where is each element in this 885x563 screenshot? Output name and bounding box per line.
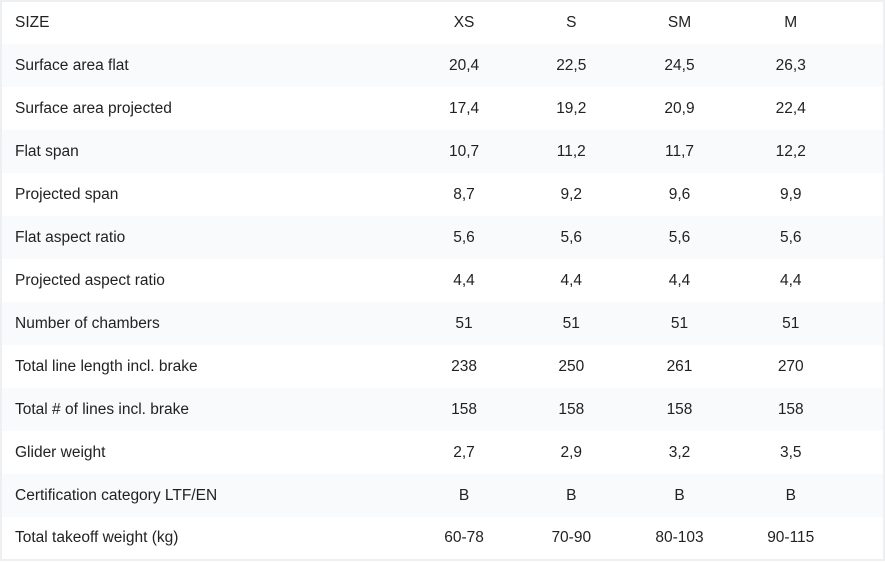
value-cell: 24,5 <box>664 56 695 74</box>
header-col-xs: XS <box>453 14 475 31</box>
row-label: Glider weight <box>15 443 106 461</box>
value-cell: 158 <box>666 400 693 418</box>
row-label: Surface area flat <box>15 56 129 74</box>
row-spacer <box>847 216 884 259</box>
value-cell: 158 <box>558 400 585 418</box>
value-cell: 9,9 <box>779 185 802 203</box>
value-cell: 80-103 <box>655 529 704 546</box>
row-spacer <box>847 474 884 517</box>
row-label: Flat span <box>15 142 79 160</box>
row-label: Projected span <box>15 185 119 203</box>
row-spacer <box>847 388 884 431</box>
value-cell: 9,2 <box>560 185 583 203</box>
table-row: Flat span 10,7 11,2 11,7 12,2 <box>1 130 884 173</box>
value-cell: 51 <box>670 314 689 332</box>
value-cell: 4,4 <box>560 271 583 289</box>
value-cell: 90-115 <box>767 529 815 546</box>
value-cell: 11,7 <box>664 142 695 160</box>
value-cell: 270 <box>777 357 804 375</box>
table-row: Total takeoff weight (kg) 60-78 70-90 80… <box>1 517 884 560</box>
header-spacer <box>847 1 884 44</box>
row-label: Total takeoff weight (kg) <box>15 529 179 546</box>
row-spacer <box>847 345 884 388</box>
table-row: Surface area projected 17,4 19,2 20,9 22… <box>1 87 884 130</box>
row-spacer <box>847 173 884 216</box>
value-cell: 60-78 <box>444 529 484 546</box>
row-label: Flat aspect ratio <box>15 228 126 246</box>
header-col-sm: SM <box>667 14 692 31</box>
value-cell: 8,7 <box>453 185 475 203</box>
value-cell: 3,2 <box>668 443 691 461</box>
table-row: Projected span 8,7 9,2 9,6 9,9 <box>1 173 884 216</box>
value-cell: 238 <box>451 357 477 375</box>
value-cell: 70-90 <box>551 529 592 546</box>
value-cell: 2,7 <box>453 443 475 461</box>
value-cell: 5,6 <box>560 228 583 246</box>
value-cell: B <box>458 486 470 504</box>
value-cell: 22,5 <box>556 56 587 74</box>
header-col-m: M <box>784 14 798 31</box>
value-cell: 2,9 <box>560 443 583 461</box>
row-label: Total line length incl. brake <box>15 357 198 375</box>
table-row: Total line length incl. brake 238 250 26… <box>1 345 884 388</box>
value-cell: 5,6 <box>668 228 691 246</box>
value-cell: 3,5 <box>779 443 802 461</box>
value-cell: 20,4 <box>448 56 480 74</box>
value-cell: 51 <box>562 314 580 332</box>
value-cell: 9,6 <box>668 185 691 203</box>
row-spacer <box>847 431 884 474</box>
table-row: Number of chambers 51 51 51 51 <box>1 302 884 345</box>
row-label: Projected aspect ratio <box>15 271 165 289</box>
value-cell: 11,2 <box>556 142 586 160</box>
value-cell: 261 <box>666 357 693 375</box>
value-cell: 51 <box>782 314 800 332</box>
table-row: Flat aspect ratio 5,6 5,6 5,6 5,6 <box>1 216 884 259</box>
value-cell: B <box>674 486 685 504</box>
value-cell: 17,4 <box>448 99 480 117</box>
header-size-label: SIZE <box>15 14 50 31</box>
value-cell: 4,4 <box>668 271 691 289</box>
value-cell: 19,2 <box>556 99 587 117</box>
value-cell: B <box>566 486 577 504</box>
spec-table-header: SIZE XS S SM M <box>1 1 884 44</box>
row-spacer <box>847 259 884 302</box>
header-row: SIZE XS S SM M <box>1 1 884 44</box>
table-row: Glider weight 2,7 2,9 3,2 3,5 <box>1 431 884 474</box>
row-label: Number of chambers <box>15 314 160 332</box>
table-row: Total # of lines incl. brake 158 158 158… <box>1 388 884 431</box>
value-cell: 26,3 <box>775 56 806 74</box>
value-cell: 12,2 <box>775 142 806 160</box>
value-cell: 5,6 <box>779 228 802 246</box>
table-row: Certification category LTF/EN B B B B <box>1 474 884 517</box>
value-cell: 4,4 <box>779 271 802 289</box>
row-spacer <box>847 302 884 345</box>
value-cell: 22,4 <box>775 99 806 117</box>
table-row: Surface area flat 20,4 22,5 24,5 26,3 <box>1 44 884 87</box>
value-cell: 10,7 <box>448 142 480 160</box>
header-col-s: S <box>566 14 577 31</box>
value-cell: B <box>785 486 796 504</box>
value-cell: 4,4 <box>453 271 475 289</box>
spec-table-body: Surface area flat 20,4 22,5 24,5 26,3 Su… <box>1 44 884 560</box>
row-spacer <box>847 517 884 560</box>
table-row: Projected aspect ratio 4,4 4,4 4,4 4,4 <box>1 259 884 302</box>
value-cell: 51 <box>455 314 473 332</box>
row-label: Total # of lines incl. brake <box>15 400 190 418</box>
row-label: Surface area projected <box>15 99 172 117</box>
value-cell: 20,9 <box>664 99 695 117</box>
row-spacer <box>847 44 884 87</box>
value-cell: 250 <box>558 357 585 375</box>
value-cell: 5,6 <box>453 228 475 246</box>
value-cell: 158 <box>451 400 477 418</box>
row-spacer <box>847 130 884 173</box>
row-spacer <box>847 87 884 130</box>
row-label: Certification category LTF/EN <box>15 486 218 504</box>
value-cell: 158 <box>777 400 804 418</box>
